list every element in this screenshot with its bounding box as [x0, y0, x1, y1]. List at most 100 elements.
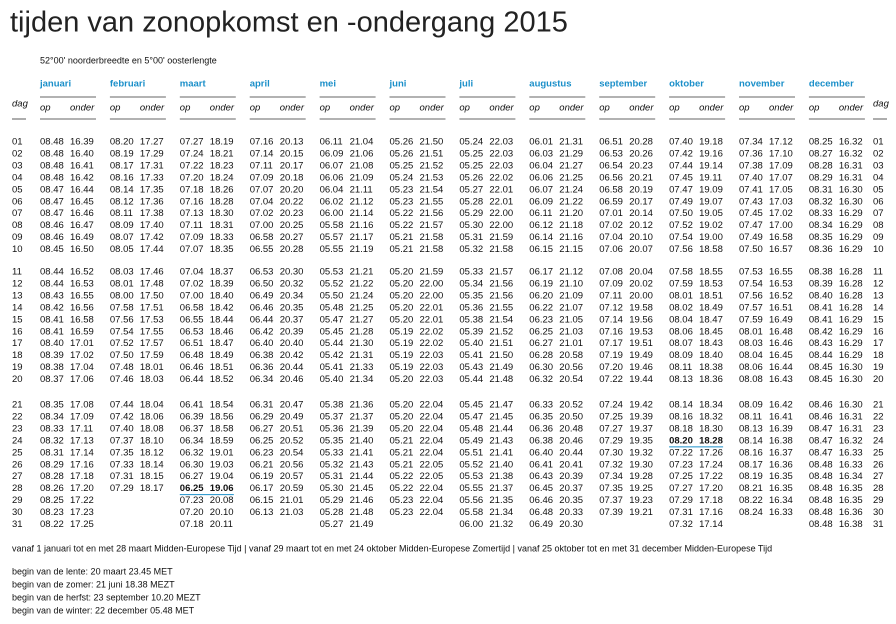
sunset: 20.17	[629, 196, 653, 207]
sunrise: 08.11	[739, 411, 762, 422]
sunrise: 07.53	[739, 267, 763, 278]
sunrise: 05.20	[390, 267, 414, 278]
sunrise: 05.22	[390, 471, 414, 482]
sunrise: 08.22	[739, 495, 763, 506]
sunrise: 05.53	[320, 267, 344, 278]
sunrise: 08.46	[809, 411, 833, 422]
sunset: 22.03	[420, 362, 444, 373]
day-number: 02	[12, 148, 23, 159]
sunrise: 05.48	[320, 302, 344, 313]
sunrise: 08.46	[40, 220, 64, 231]
sunset: 16.59	[70, 326, 94, 337]
day-number: 06	[12, 196, 23, 207]
sunset: 20.57	[280, 471, 304, 482]
sunset: 18.46	[210, 326, 234, 337]
sunset: 16.39	[70, 137, 94, 148]
sunrise: 07.00	[180, 290, 204, 301]
time-note: vanaf 1 januari tot en met 28 maart Midd…	[12, 543, 772, 553]
day-number: 05	[873, 184, 884, 195]
onder-header: onder	[210, 103, 235, 114]
sunset: 18.58	[210, 423, 234, 434]
sunset: 16.30	[839, 400, 863, 411]
sunset: 16.36	[769, 459, 793, 470]
sunset: 21.14	[350, 208, 374, 219]
sunset: 16.34	[769, 495, 793, 506]
sunrise: 05.31	[320, 471, 344, 482]
sunset: 16.29	[839, 350, 863, 361]
month-name: januari	[39, 79, 71, 90]
op-header: op	[459, 103, 470, 114]
sunrise: 07.58	[110, 302, 134, 313]
sunrise: 08.42	[809, 326, 833, 337]
sunset: 21.30	[350, 338, 374, 349]
sunset: 16.38	[839, 519, 863, 530]
sunset: 20.58	[559, 350, 583, 361]
sunrise: 08.47	[809, 435, 833, 446]
sunrise: 07.47	[739, 220, 763, 231]
sunrise: 05.38	[320, 400, 344, 411]
sunset: 19.23	[629, 495, 653, 506]
sunset: 21.56	[489, 290, 513, 301]
sunrise: 05.23	[390, 184, 414, 195]
sunrise: 06.25	[180, 483, 204, 494]
sunrise: 06.15	[529, 244, 553, 255]
sunrise: 06.53	[180, 326, 204, 337]
sunset: 20.54	[559, 374, 583, 385]
sunset: 17.42	[140, 232, 164, 243]
sunset: 16.31	[839, 160, 863, 171]
sunset: 16.32	[839, 137, 863, 148]
sunrise: 07.48	[110, 362, 134, 373]
sunrise: 08.01	[739, 326, 763, 337]
sunset: 19.42	[629, 400, 653, 411]
sunrise: 07.50	[110, 350, 134, 361]
season-note: begin van de lente: 20 maart 23.45 MET	[12, 566, 173, 576]
sunrise: 05.25	[390, 160, 414, 171]
sunrise: 08.17	[110, 160, 134, 171]
sunrise: 07.44	[669, 160, 693, 171]
sunset: 20.26	[629, 148, 653, 159]
sunrise: 07.49	[669, 196, 693, 207]
sunset: 20.33	[559, 507, 583, 518]
sunset: 21.03	[280, 507, 304, 518]
day-number: 17	[12, 338, 23, 349]
sunset: 20.15	[280, 148, 304, 159]
op-header: op	[390, 103, 401, 114]
sunset: 21.37	[489, 483, 513, 494]
sunrise: 08.35	[809, 232, 833, 243]
sunset: 20.34	[280, 290, 304, 301]
sunset: 17.14	[70, 447, 94, 458]
sunrise: 08.35	[40, 400, 64, 411]
sunrise: 06.00	[320, 208, 344, 219]
sunset: 18.51	[210, 362, 234, 373]
sunrise: 05.23	[390, 507, 414, 518]
day-number: 05	[12, 184, 23, 195]
sunrise: 07.27	[599, 423, 623, 434]
sunset: 19.03	[210, 459, 234, 470]
sunrise: 08.48	[40, 148, 64, 159]
sunset: 21.22	[350, 278, 374, 289]
sunrise: 08.32	[40, 435, 64, 446]
sunset: 16.55	[769, 267, 793, 278]
sunrise: 08.37	[40, 374, 64, 385]
sunrise: 08.38	[809, 267, 833, 278]
sunset: 20.18	[280, 172, 304, 183]
sunset: 20.56	[559, 362, 583, 373]
sunset: 21.52	[420, 160, 444, 171]
sunrise: 07.35	[599, 483, 623, 494]
sunrise: 08.29	[40, 459, 64, 470]
sunset: 17.33	[140, 172, 164, 183]
sunrise: 06.25	[250, 435, 274, 446]
sunrise: 08.48	[809, 483, 833, 494]
sunrise: 07.16	[180, 196, 204, 207]
day-number: 15	[12, 314, 23, 325]
day-number: 13	[873, 290, 884, 301]
sunrise: 07.22	[180, 160, 204, 171]
sunrise: 06.27	[180, 471, 204, 482]
sunset: 17.29	[140, 148, 164, 159]
sunset: 21.58	[420, 244, 444, 255]
day-number: 26	[873, 459, 884, 470]
sunrise: 08.04	[669, 314, 693, 325]
sunrise: 06.49	[250, 290, 274, 301]
sunrise: 08.41	[40, 314, 64, 325]
sunset: 18.56	[210, 411, 234, 422]
